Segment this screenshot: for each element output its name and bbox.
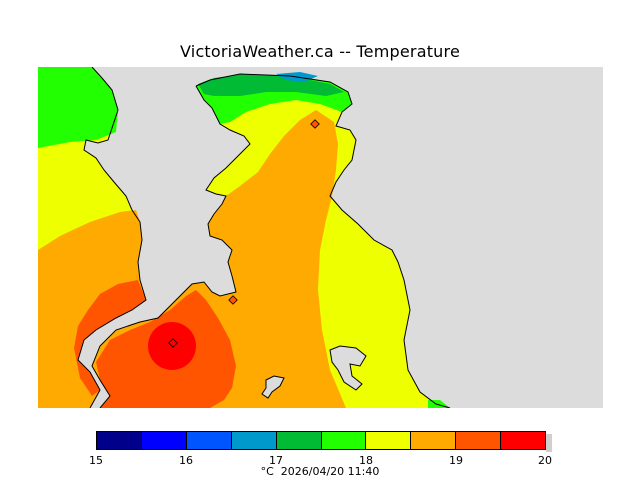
small-islet (261, 375, 285, 399)
legend-footer: °C 2026/04/20 11:40 (0, 465, 640, 478)
legend-tick-20: 20 (538, 454, 552, 467)
legend-swatch-0 (97, 432, 142, 449)
legend-swatch-3 (231, 432, 277, 449)
legend-swatch-2 (186, 432, 232, 449)
legend-tick-15: 15 (89, 454, 103, 467)
legend-swatch-4 (276, 432, 322, 449)
legend-shadow (546, 434, 552, 452)
west-coast-green-zone (38, 67, 118, 148)
legend-swatch-7 (411, 432, 457, 449)
station-marker-north[interactable] (310, 119, 320, 129)
timestamp: 2026/04/20 11:40 (280, 465, 380, 478)
legend-swatch-6 (366, 432, 412, 449)
legend-tick-16: 16 (179, 454, 193, 467)
west-coast-red-orange-zone (74, 280, 146, 396)
legend-swatch-8 (456, 432, 502, 449)
legend-swatch-1 (141, 432, 187, 449)
island-land (329, 345, 367, 391)
map-title: VictoriaWeather.ca -- Temperature (180, 42, 460, 61)
unit-label: °C (260, 465, 274, 478)
legend-tick-18: 18 (359, 454, 373, 467)
color-legend (96, 431, 546, 450)
legend-tick-17: 17 (269, 454, 283, 467)
station-marker-south[interactable] (168, 338, 178, 348)
legend-swatch-9 (501, 432, 546, 449)
legend-tick-19: 19 (449, 454, 463, 467)
coastline (77, 67, 451, 408)
station-markers (168, 119, 320, 348)
legend-swatch-5 (321, 432, 367, 449)
station-marker-center[interactable] (228, 295, 238, 305)
